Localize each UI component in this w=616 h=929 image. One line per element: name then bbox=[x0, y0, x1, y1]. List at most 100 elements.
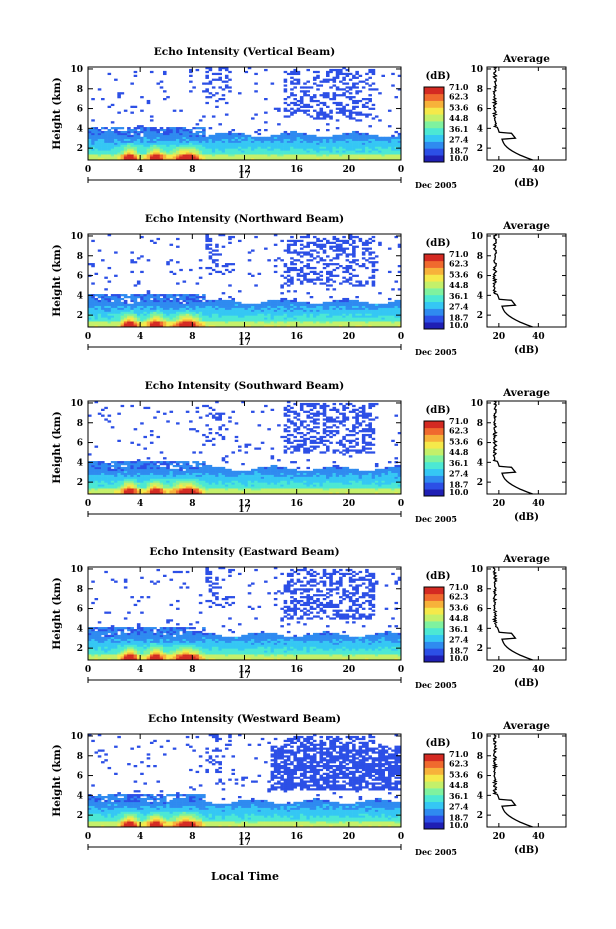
heatmap-cell bbox=[299, 261, 304, 264]
heatmap-cell bbox=[397, 88, 402, 91]
heatmap-cell bbox=[162, 72, 167, 76]
heatmap-cell bbox=[339, 107, 343, 110]
heatmap-cell bbox=[378, 311, 382, 314]
heatmap-cell bbox=[306, 245, 311, 248]
heatmap-cell bbox=[182, 466, 187, 470]
heatmap-cell bbox=[94, 401, 99, 404]
colorbar-segment bbox=[424, 322, 444, 330]
heatmap-cell bbox=[110, 132, 115, 136]
heatmap-cell bbox=[195, 301, 200, 305]
heatmap-cell bbox=[296, 150, 301, 153]
heatmap-cell bbox=[309, 259, 314, 262]
heatmap-cell bbox=[133, 476, 138, 479]
heatmap-cell bbox=[104, 276, 108, 279]
heatmap-cell bbox=[381, 158, 385, 161]
heatmap-cell bbox=[365, 82, 369, 85]
heatmap-cell bbox=[319, 156, 324, 159]
heatmap-cell bbox=[244, 478, 249, 481]
heatmap-cell bbox=[162, 315, 167, 318]
heatmap-cell bbox=[241, 144, 245, 147]
heatmap-cell bbox=[153, 486, 157, 489]
heatmap-cell bbox=[345, 319, 350, 322]
heatmap-cell bbox=[110, 468, 115, 472]
heatmap-cell bbox=[342, 297, 346, 301]
heatmap-cell bbox=[120, 482, 125, 485]
heatmap-cell bbox=[140, 136, 144, 139]
heatmap-cell bbox=[221, 158, 226, 161]
heatmap-cell bbox=[270, 490, 275, 493]
heatmap-cell bbox=[91, 484, 95, 487]
heatmap-cell bbox=[208, 309, 213, 312]
heatmap-cell bbox=[140, 296, 144, 299]
heatmap-cell bbox=[290, 263, 294, 266]
heatmap-cell bbox=[182, 313, 187, 316]
heatmap-cell bbox=[218, 480, 222, 483]
heatmap-cell bbox=[136, 486, 141, 489]
heatmap-cell bbox=[251, 482, 255, 485]
heatmap-cell bbox=[166, 127, 170, 130]
heatmap-cell bbox=[218, 86, 222, 89]
heatmap-cell bbox=[159, 297, 164, 301]
heatmap-cell bbox=[293, 311, 297, 314]
heatmap-cell bbox=[224, 84, 229, 87]
heatmap-cell bbox=[182, 464, 187, 468]
heatmap-cell bbox=[384, 315, 389, 318]
heatmap-cell bbox=[339, 70, 343, 74]
heatmap-cell bbox=[218, 468, 222, 472]
heatmap-cell bbox=[140, 152, 144, 155]
heatmap-cell bbox=[332, 80, 337, 83]
heatmap-cell bbox=[110, 484, 115, 487]
heatmap-cell bbox=[231, 305, 236, 308]
heatmap-cell bbox=[257, 476, 262, 479]
heatmap-cell bbox=[215, 259, 219, 262]
heatmap-cell bbox=[149, 140, 154, 143]
heatmap-cell bbox=[241, 303, 245, 306]
heatmap-cell bbox=[355, 156, 359, 159]
heatmap-cell bbox=[176, 464, 180, 468]
heatmap-cell bbox=[182, 136, 187, 139]
heatmap-cell bbox=[182, 307, 187, 310]
heatmap-cell bbox=[156, 478, 161, 481]
heatmap-cell bbox=[159, 129, 164, 132]
heatmap-cell bbox=[218, 297, 222, 301]
heatmap-cell bbox=[218, 492, 222, 495]
heatmap-cell bbox=[117, 476, 121, 479]
heatmap-cell bbox=[244, 136, 249, 139]
heatmap-cell bbox=[391, 309, 395, 312]
heatmap-cell bbox=[140, 319, 144, 322]
heatmap-cell bbox=[114, 309, 118, 312]
heatmap-cell bbox=[280, 144, 284, 147]
heatmap-cell bbox=[221, 468, 226, 472]
heatmap-cell bbox=[387, 152, 392, 155]
heatmap-cell bbox=[195, 130, 200, 134]
heatmap-cell bbox=[195, 156, 200, 159]
heatmap-cell bbox=[228, 270, 232, 274]
heatmap-cell bbox=[306, 150, 311, 153]
heatmap-cell bbox=[257, 482, 262, 485]
heatmap-cell bbox=[309, 270, 314, 274]
heatmap-cell bbox=[244, 305, 249, 308]
heatmap-cell bbox=[270, 150, 275, 153]
heatmap-cell bbox=[329, 309, 333, 312]
heatmap-cell bbox=[133, 474, 138, 477]
heatmap-cell bbox=[114, 476, 118, 479]
heatmap-cell bbox=[130, 323, 134, 326]
heatmap-cell bbox=[319, 84, 324, 87]
heatmap-cell bbox=[358, 237, 363, 241]
heatmap-cell bbox=[329, 142, 333, 145]
heatmap-cell bbox=[296, 132, 301, 136]
heatmap-cell bbox=[211, 486, 216, 489]
heatmap-cell bbox=[211, 144, 216, 147]
heatmap-cell bbox=[97, 323, 102, 326]
chart-title: Echo Intensity (Southward Beam) bbox=[145, 380, 344, 392]
heatmap-cell bbox=[264, 98, 268, 101]
heatmap-cell bbox=[332, 152, 337, 155]
heatmap-cell bbox=[153, 299, 157, 303]
heatmap-cell bbox=[143, 146, 147, 149]
heatmap-cell bbox=[231, 142, 236, 145]
heatmap-cell bbox=[228, 321, 232, 324]
heatmap-cell bbox=[296, 272, 301, 275]
heatmap-cell bbox=[120, 490, 125, 493]
heatmap-cell bbox=[365, 98, 369, 101]
heatmap-cell bbox=[374, 152, 379, 155]
